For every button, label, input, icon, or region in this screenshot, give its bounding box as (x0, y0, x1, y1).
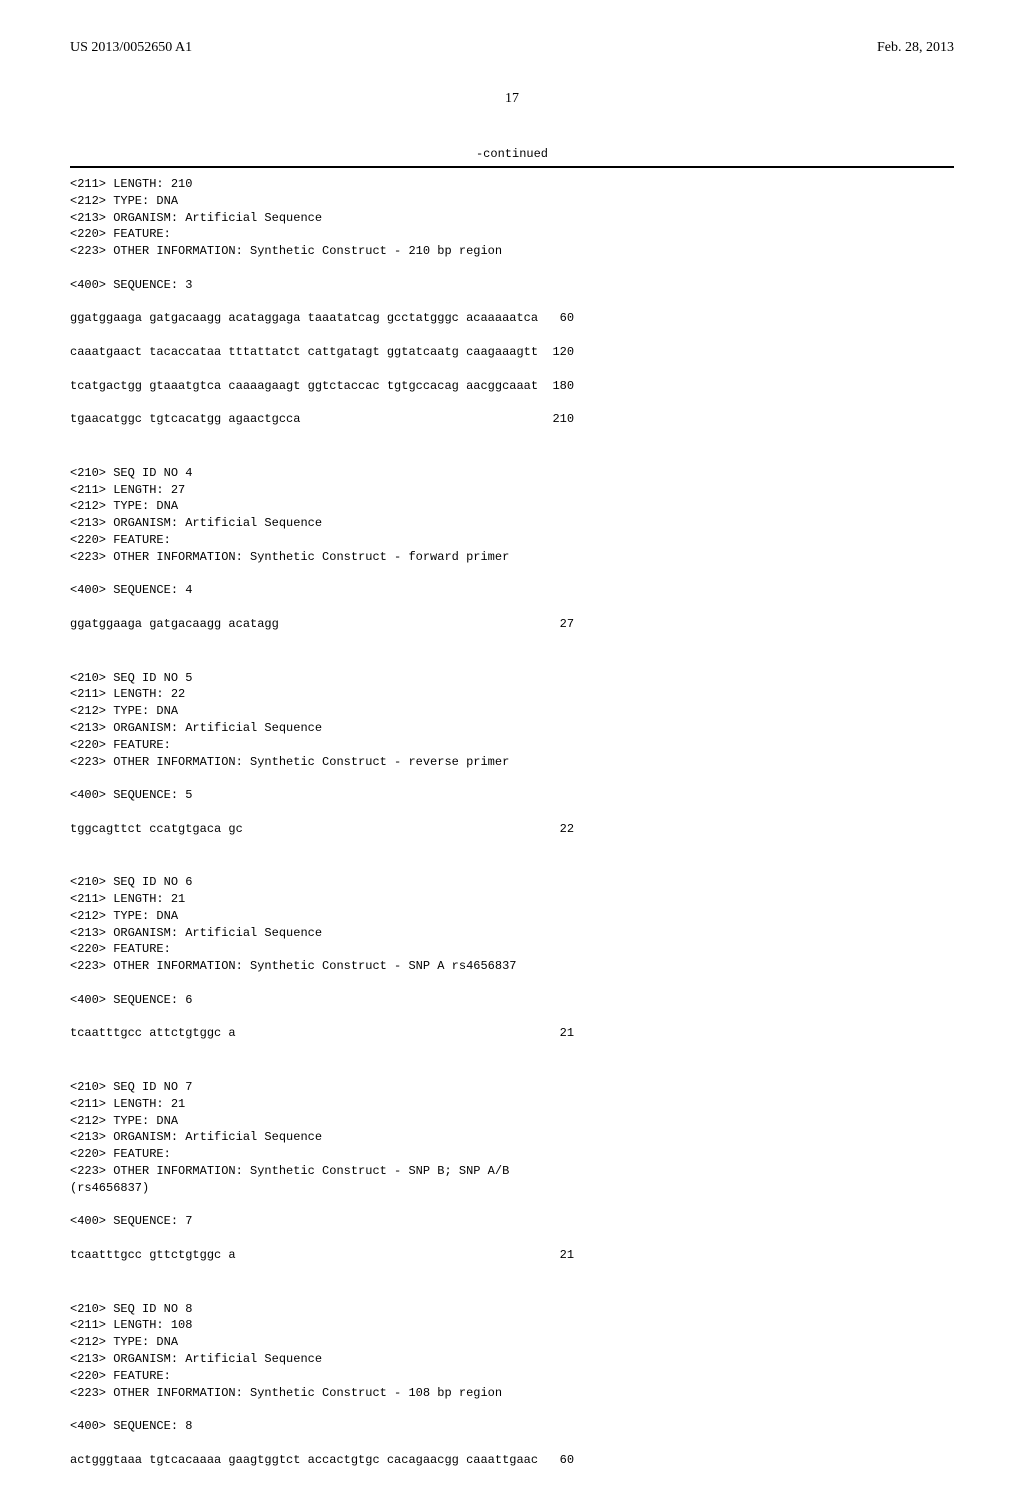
sequence-block: <210> SEQ ID NO 6<211> LENGTH: 21<212> T… (70, 874, 954, 1059)
blank-line (70, 1469, 954, 1485)
sequence-meta-line: <220> FEATURE: (70, 941, 954, 958)
blank-line (70, 1264, 954, 1281)
sequence-meta-line: <223> OTHER INFORMATION: Synthetic Const… (70, 549, 954, 566)
sequence-meta-line: <210> SEQ ID NO 7 (70, 1079, 954, 1096)
blank-line (70, 837, 954, 854)
blank-line (70, 975, 954, 992)
blank-line (70, 260, 954, 277)
sequence-meta-line: <211> LENGTH: 21 (70, 1096, 954, 1113)
header-date: Feb. 28, 2013 (877, 40, 954, 56)
sequence-meta-line: <220> FEATURE: (70, 1368, 954, 1385)
sequence-meta-line: <210> SEQ ID NO 4 (70, 465, 954, 482)
sequence-meta-line: <211> LENGTH: 27 (70, 482, 954, 499)
sequence-meta-line: <213> ORGANISM: Artificial Sequence (70, 1351, 954, 1368)
sequence-meta-line: <210> SEQ ID NO 8 (70, 1301, 954, 1318)
blank-line (70, 1435, 954, 1452)
sequence-meta-line: <213> ORGANISM: Artificial Sequence (70, 925, 954, 942)
blank-line (70, 1009, 954, 1026)
sequence-data-line: tgaacatggc tgtcacatgg agaactgcca 210 (70, 411, 954, 428)
sequence-label: <400> SEQUENCE: 5 (70, 787, 954, 804)
sequence-meta-line: <220> FEATURE: (70, 532, 954, 549)
section-divider (70, 166, 954, 168)
sequence-meta-line: <223> OTHER INFORMATION: Synthetic Const… (70, 243, 954, 260)
sequence-meta-line: (rs4656837) (70, 1180, 954, 1197)
sequence-meta-line: <212> TYPE: DNA (70, 908, 954, 925)
sequence-meta-line: <213> ORGANISM: Artificial Sequence (70, 515, 954, 532)
blank-line (70, 327, 954, 344)
blank-line (70, 1230, 954, 1247)
blank-line (70, 394, 954, 411)
sequence-label: <400> SEQUENCE: 3 (70, 277, 954, 294)
sequence-meta-line: <211> LENGTH: 21 (70, 891, 954, 908)
sequence-meta-line: <220> FEATURE: (70, 1146, 954, 1163)
blank-line (70, 770, 954, 787)
sequence-meta-line: <223> OTHER INFORMATION: Synthetic Const… (70, 754, 954, 771)
continued-label: -continued (70, 147, 954, 161)
sequence-meta-line: <212> TYPE: DNA (70, 498, 954, 515)
sequence-label: <400> SEQUENCE: 7 (70, 1213, 954, 1230)
sequence-block: <210> SEQ ID NO 8<211> LENGTH: 108<212> … (70, 1301, 954, 1485)
sequence-data-line: tcaatttgcc gttctgtggc a 21 (70, 1247, 954, 1264)
sequence-meta-line: <212> TYPE: DNA (70, 703, 954, 720)
sequence-meta-line: <223> OTHER INFORMATION: Synthetic Const… (70, 958, 954, 975)
page-header: US 2013/0052650 A1 Feb. 28, 2013 (70, 40, 954, 56)
sequence-meta-line: <210> SEQ ID NO 6 (70, 874, 954, 891)
blank-line (70, 804, 954, 821)
sequence-data-line: ggatggaaga gatgacaagg acatagg 27 (70, 616, 954, 633)
sequence-label: <400> SEQUENCE: 6 (70, 992, 954, 1009)
blank-line (70, 294, 954, 311)
sequence-data-line: caaatgaact tacaccataa tttattatct cattgat… (70, 344, 954, 361)
sequence-data-line: tcaatttgcc attctgtggc a 21 (70, 1025, 954, 1042)
blank-line (70, 1401, 954, 1418)
blank-line (70, 633, 954, 650)
sequence-meta-line: <212> TYPE: DNA (70, 193, 954, 210)
sequence-meta-line: <211> LENGTH: 22 (70, 686, 954, 703)
sequence-meta-line: <211> LENGTH: 210 (70, 176, 954, 193)
sequence-data-line: ggatggaaga gatgacaagg acataggaga taaatat… (70, 310, 954, 327)
sequence-data-line: actgggtaaa tgtcacaaaa gaagtggtct accactg… (70, 1452, 954, 1469)
sequence-meta-line: <213> ORGANISM: Artificial Sequence (70, 210, 954, 227)
sequence-meta-line: <223> OTHER INFORMATION: Synthetic Const… (70, 1385, 954, 1402)
page-number: 17 (70, 91, 954, 107)
sequence-meta-line: <213> ORGANISM: Artificial Sequence (70, 1129, 954, 1146)
sequence-block: <210> SEQ ID NO 4<211> LENGTH: 27<212> T… (70, 465, 954, 650)
blank-line (70, 1042, 954, 1059)
sequence-meta-line: <210> SEQ ID NO 5 (70, 670, 954, 687)
sequence-data-line: tggcagttct ccatgtgaca gc 22 (70, 821, 954, 838)
blank-line (70, 566, 954, 583)
sequence-listing: <211> LENGTH: 210<212> TYPE: DNA<213> OR… (70, 176, 954, 1485)
sequence-block: <210> SEQ ID NO 7<211> LENGTH: 21<212> T… (70, 1079, 954, 1281)
sequence-meta-line: <213> ORGANISM: Artificial Sequence (70, 720, 954, 737)
header-patent-number: US 2013/0052650 A1 (70, 40, 192, 56)
blank-line (70, 599, 954, 616)
sequence-block: <211> LENGTH: 210<212> TYPE: DNA<213> OR… (70, 176, 954, 445)
sequence-meta-line: <223> OTHER INFORMATION: Synthetic Const… (70, 1163, 954, 1180)
sequence-data-line: tcatgactgg gtaaatgtca caaaagaagt ggtctac… (70, 378, 954, 395)
sequence-block: <210> SEQ ID NO 5<211> LENGTH: 22<212> T… (70, 670, 954, 855)
sequence-meta-line: <212> TYPE: DNA (70, 1334, 954, 1351)
sequence-meta-line: <220> FEATURE: (70, 737, 954, 754)
sequence-label: <400> SEQUENCE: 4 (70, 582, 954, 599)
sequence-meta-line: <212> TYPE: DNA (70, 1113, 954, 1130)
blank-line (70, 361, 954, 378)
sequence-meta-line: <220> FEATURE: (70, 226, 954, 243)
sequence-label: <400> SEQUENCE: 8 (70, 1418, 954, 1435)
blank-line (70, 1197, 954, 1214)
blank-line (70, 428, 954, 445)
